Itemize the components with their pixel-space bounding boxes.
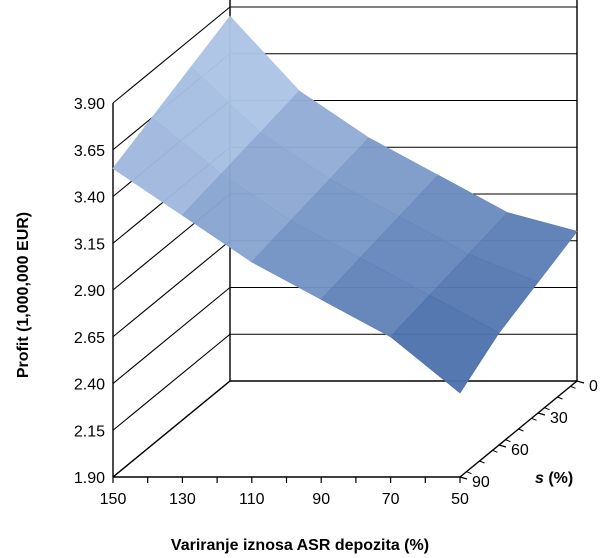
y-tick-label-2: 3.40 [74, 190, 105, 207]
z-axis-symbol: s [535, 470, 544, 487]
y-tick-label-7: 2.15 [74, 423, 105, 440]
y-tick-label-6: 2.40 [74, 377, 105, 394]
z-axis-title: s (%) [535, 470, 573, 487]
x-tick-label-1: 130 [169, 491, 196, 508]
z-tick-label-0: 0 [589, 378, 598, 395]
z-minor-tick-0 [570, 385, 576, 389]
surface-patch-0-4 [390, 294, 500, 394]
y-axis-title: Profit (1,000,000 EUR) [15, 212, 32, 378]
z-tick-mark-2 [498, 444, 507, 448]
y-tick-label-1: 3.65 [74, 143, 105, 160]
x-tick-label-5: 50 [451, 491, 469, 508]
tick-labels: 3.90 3.65 3.40 3.15 2.90 2.65 2.40 2.15 1.90 150 1… [74, 96, 598, 508]
gridline-y-0 [112, 6, 577, 104]
y-tick-label-5: 2.65 [74, 330, 105, 347]
z-tick-mark-1 [537, 412, 546, 416]
z-minor-tick-2 [544, 407, 550, 411]
z-minor-tick-5 [505, 439, 511, 443]
z-tick-mark-3 [459, 476, 468, 480]
z-minor-tick-8 [466, 471, 472, 475]
z-tick-mark-0 [576, 380, 585, 384]
gridline-y-7 [112, 333, 577, 431]
z-minor-tick-4 [518, 428, 524, 432]
x-tick-label-2: 110 [239, 491, 265, 508]
gridline-y-8 [112, 380, 577, 478]
z-minor-tick-6 [492, 449, 498, 453]
y-tick-label-0: 3.90 [74, 96, 105, 113]
z-tick-label-1: 30 [550, 410, 568, 427]
y-tick-label-3: 3.15 [74, 236, 105, 253]
x-tick-label-4: 70 [382, 491, 400, 508]
z-minor-tick-7 [479, 460, 485, 464]
z-tick-label-3: 90 [472, 474, 490, 491]
z-minor-tick-1 [557, 396, 563, 400]
y-tick-label-4: 2.90 [74, 283, 105, 300]
z-minor-tick-3 [531, 417, 537, 421]
y-tick-label-8: 1.90 [74, 470, 105, 487]
surface-plot [112, 15, 578, 394]
x-tick-label-0: 150 [100, 491, 127, 508]
x-axis-title: Variranje iznosa ASR depozita (%) [171, 537, 429, 554]
x-tick-label-3: 90 [312, 491, 330, 508]
z-axis-unit: (%) [544, 470, 573, 487]
z-tick-label-2: 60 [511, 442, 529, 459]
